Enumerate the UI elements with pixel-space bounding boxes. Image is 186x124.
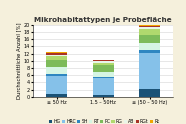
Bar	[46, 74, 67, 76]
Bar	[139, 27, 160, 30]
Bar	[93, 72, 114, 77]
Bar	[46, 55, 67, 56]
Bar	[46, 67, 67, 74]
Bar	[139, 26, 160, 27]
Bar	[139, 53, 160, 89]
Bar	[46, 52, 67, 53]
Y-axis label: Durchschnittliche Anzahl [%]: Durchschnittliche Anzahl [%]	[16, 22, 21, 99]
Bar	[93, 77, 114, 78]
Bar	[139, 43, 160, 50]
Bar	[93, 78, 114, 95]
Bar	[139, 89, 160, 97]
Legend: HG, HRC, SH, RT, PC, RG, AB, RGt, Rt: HG, HRC, SH, RT, PC, RG, AB, RGt, Rt	[49, 119, 159, 124]
Bar	[46, 76, 67, 94]
Bar	[139, 25, 160, 26]
Bar	[139, 50, 160, 53]
Bar	[93, 65, 114, 72]
Bar	[139, 30, 160, 35]
Bar	[46, 53, 67, 55]
Title: Mikrohabitattypen je Probefläche: Mikrohabitattypen je Probefläche	[34, 17, 172, 23]
Bar	[93, 60, 114, 61]
Bar	[93, 62, 114, 65]
Bar	[93, 95, 114, 97]
Bar	[46, 94, 67, 97]
Bar	[46, 56, 67, 60]
Bar	[139, 35, 160, 43]
Bar	[46, 60, 67, 67]
Bar	[93, 61, 114, 62]
